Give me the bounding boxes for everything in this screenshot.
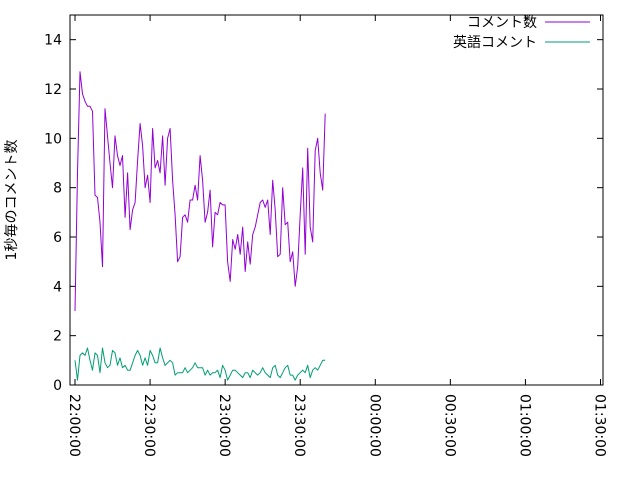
series-line-1 — [74, 347, 326, 381]
y-axis-title: 1秒毎のコメント数 — [4, 140, 20, 261]
y-tick-label: 4 — [53, 279, 62, 295]
y-tick-label: 6 — [53, 230, 62, 246]
plot-frame — [69, 14, 604, 386]
y-tick-label: 12 — [44, 82, 62, 98]
legend-label-0: コメント数 — [467, 15, 537, 31]
x-tick-label: 01:30:00 — [591, 394, 607, 457]
x-tick-label: 00:30:00 — [441, 394, 457, 457]
y-tick-label: 0 — [53, 378, 62, 394]
series-line-0 — [74, 71, 326, 312]
x-tick-label: 00:00:00 — [366, 394, 382, 457]
y-tick-label: 2 — [53, 329, 62, 345]
x-tick-label: 01:00:00 — [516, 394, 532, 457]
y-tick-label: 10 — [44, 131, 62, 147]
x-tick-label: 23:30:00 — [291, 394, 307, 457]
x-tick-label: 23:00:00 — [216, 394, 232, 457]
y-tick-label: 8 — [53, 181, 62, 197]
legend-label-1: 英語コメント — [453, 34, 537, 51]
x-tick-label: 22:00:00 — [66, 394, 82, 457]
y-tick-label: 14 — [44, 33, 62, 49]
x-tick-label: 22:30:00 — [141, 394, 157, 457]
